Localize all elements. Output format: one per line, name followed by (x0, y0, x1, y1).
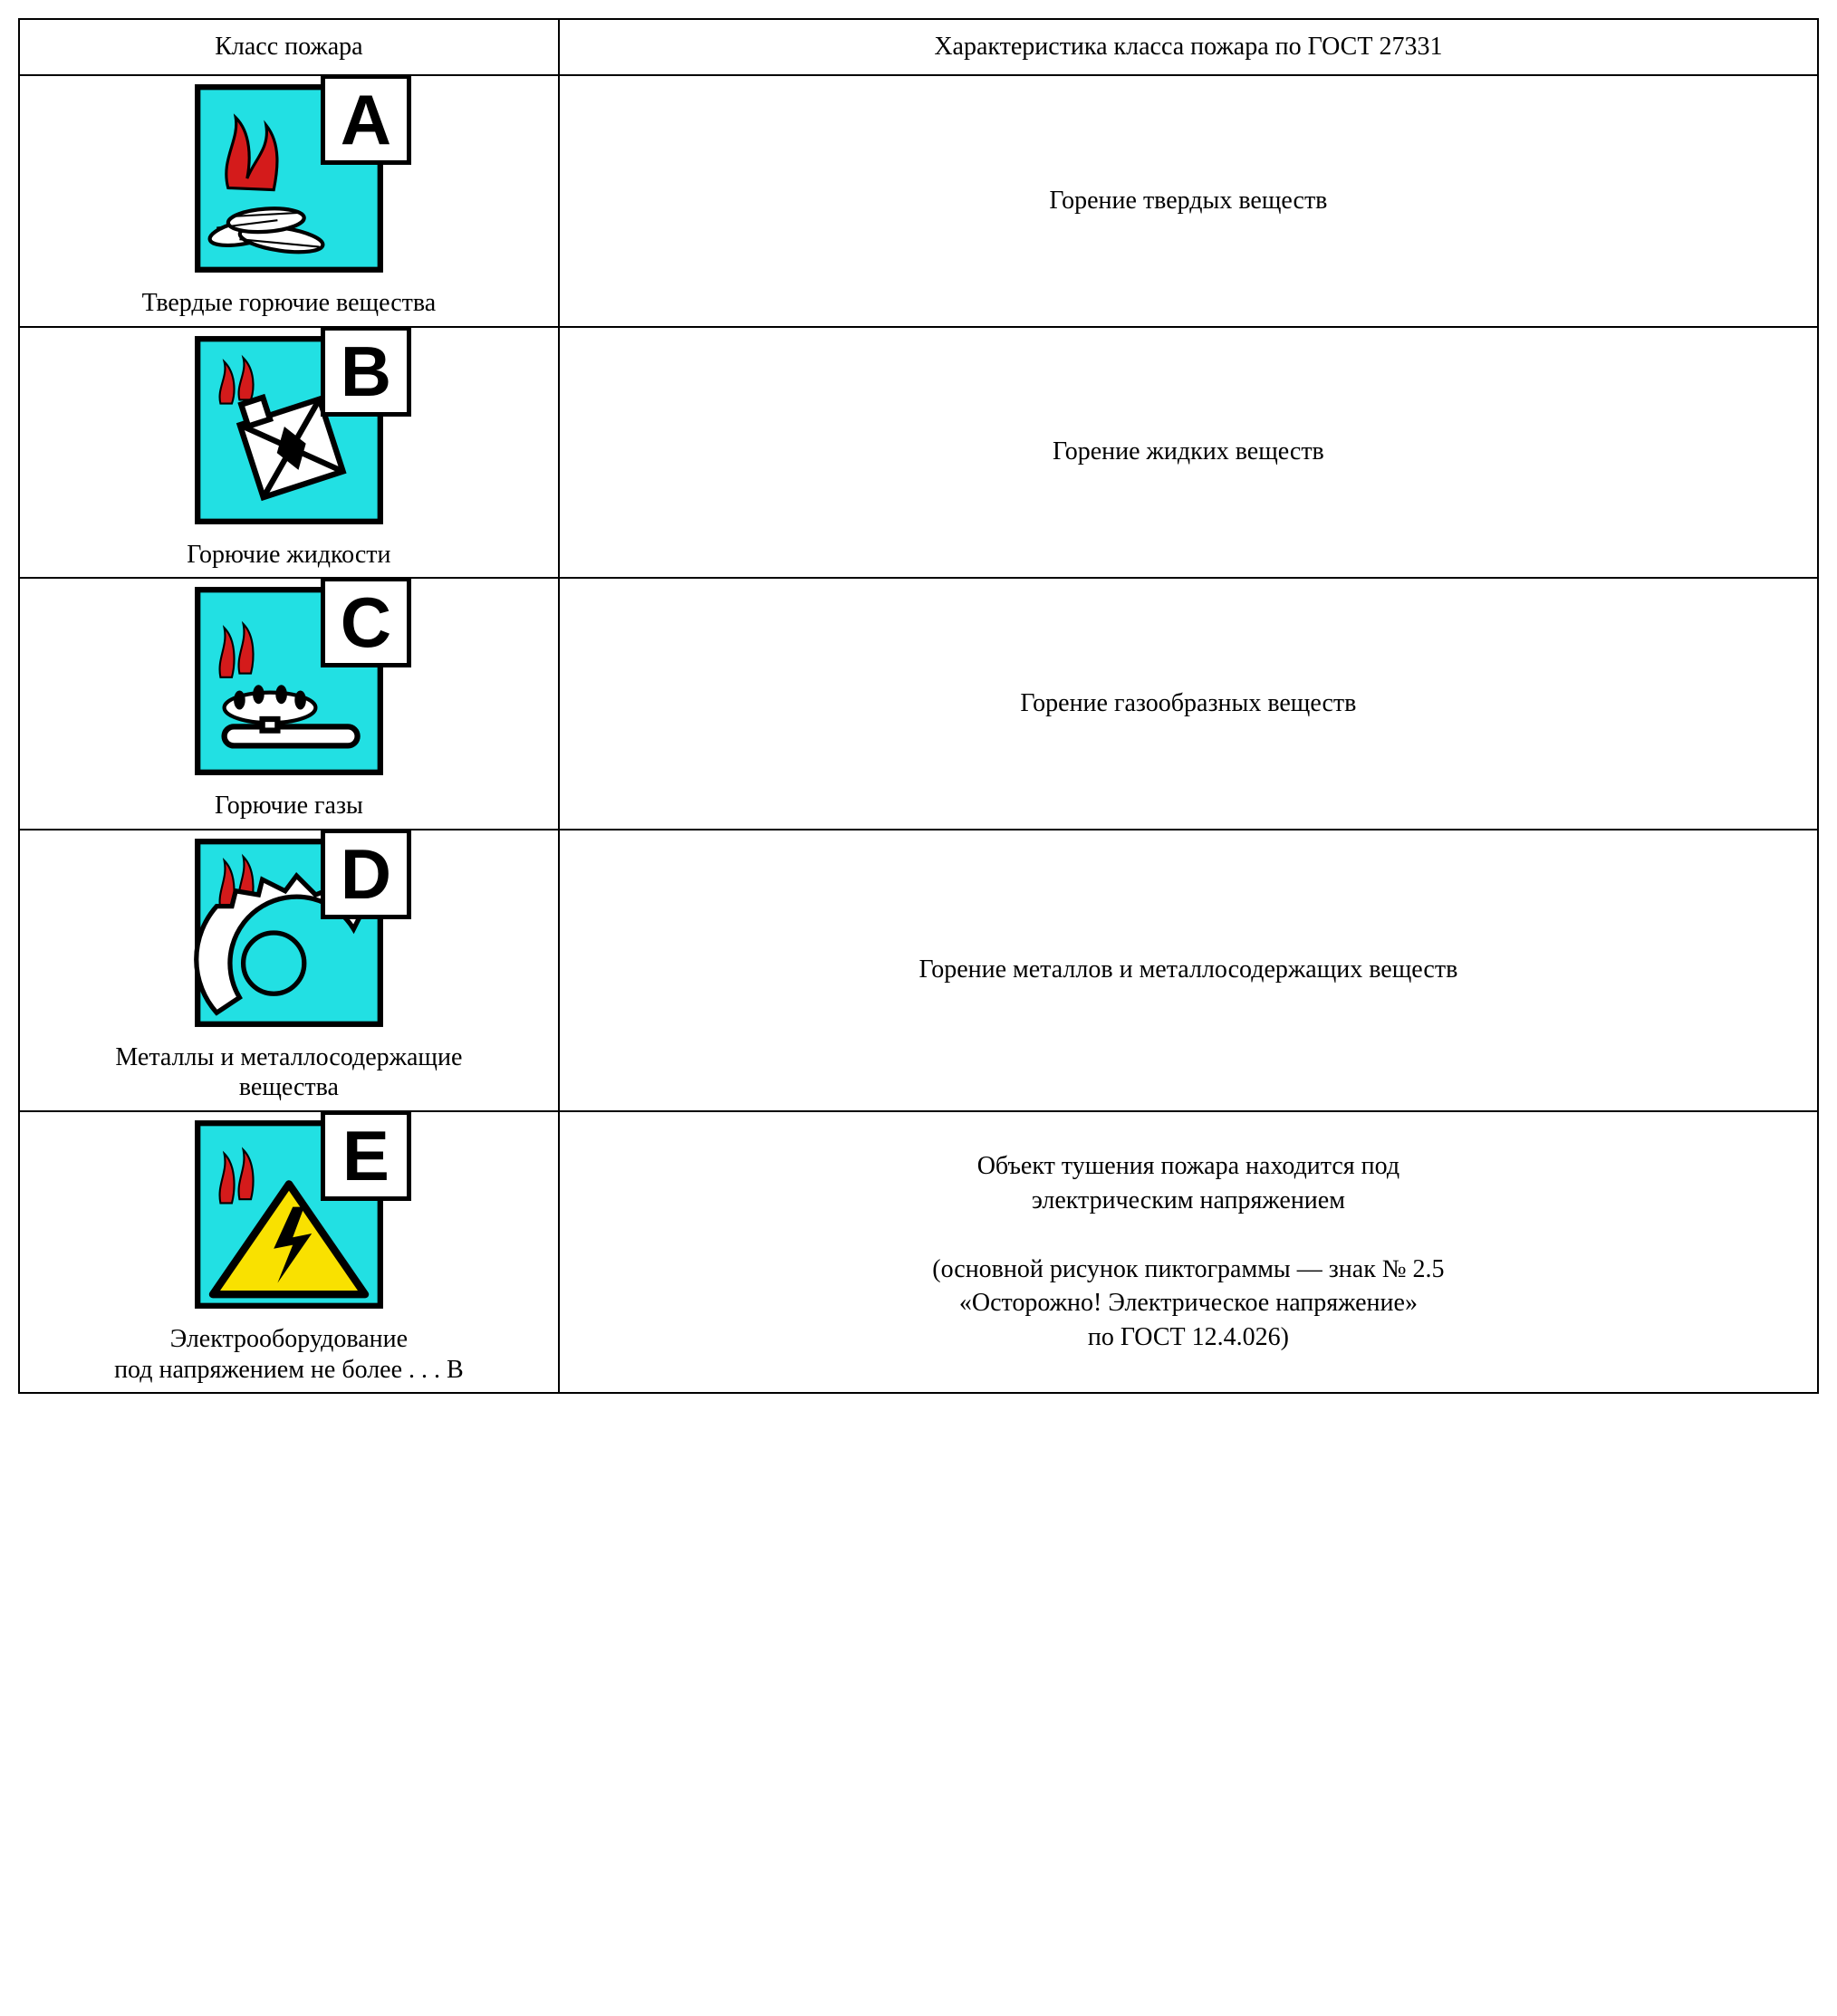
class-cell-e: E Электрооборудование под напряжением не… (19, 1111, 559, 1393)
pictogram-a: A (194, 83, 384, 274)
class-desc: Горение газообразных веществ (559, 578, 1818, 830)
class-letter: E (321, 1110, 411, 1201)
table-row: B Горючие жидкости Горение жидких вещест… (19, 327, 1818, 579)
class-desc: Горение металлов и металлосодержащих вещ… (559, 830, 1818, 1111)
class-cell-a: A Твердые горючие вещества (19, 75, 559, 327)
class-cell-c: C Горючие газы (19, 578, 559, 830)
table-header-row: Класс пожара Характеристика класса пожар… (19, 19, 1818, 75)
table-row: C Горючие газы Горение газообразных веще… (19, 578, 1818, 830)
class-letter: C (321, 577, 411, 667)
table-row: A Твердые горючие вещества Горение тверд… (19, 75, 1818, 327)
class-caption: Горючие жидкости (31, 540, 547, 571)
class-desc: Горение твердых веществ (559, 75, 1818, 327)
class-caption: Горючие газы (31, 791, 547, 821)
class-letter: D (321, 829, 411, 919)
pictogram-c: C (194, 586, 384, 776)
pictogram-e: E (194, 1119, 384, 1310)
class-caption: Электрооборудование под напряжением не б… (31, 1324, 547, 1385)
header-class: Класс пожара (19, 19, 559, 75)
class-cell-b: B Горючие жидкости (19, 327, 559, 579)
pictogram-b: B (194, 335, 384, 525)
table-row: E Электрооборудование под напряжением не… (19, 1111, 1818, 1393)
class-desc: Объект тушения пожара находится под элек… (559, 1111, 1818, 1393)
class-cell-d: D Металлы и металлосодержащие вещества (19, 830, 559, 1111)
table-row: D Металлы и металлосодержащие вещества Г… (19, 830, 1818, 1111)
class-caption: Металлы и металлосодержащие вещества (31, 1042, 547, 1103)
fire-class-table: Класс пожара Характеристика класса пожар… (18, 18, 1819, 1394)
class-letter: B (321, 326, 411, 417)
pictogram-d: D (194, 838, 384, 1028)
class-caption: Твердые горючие вещества (31, 288, 547, 319)
class-letter: A (321, 74, 411, 165)
header-desc: Характеристика класса пожара по ГОСТ 273… (559, 19, 1818, 75)
class-desc: Горение жидких веществ (559, 327, 1818, 579)
